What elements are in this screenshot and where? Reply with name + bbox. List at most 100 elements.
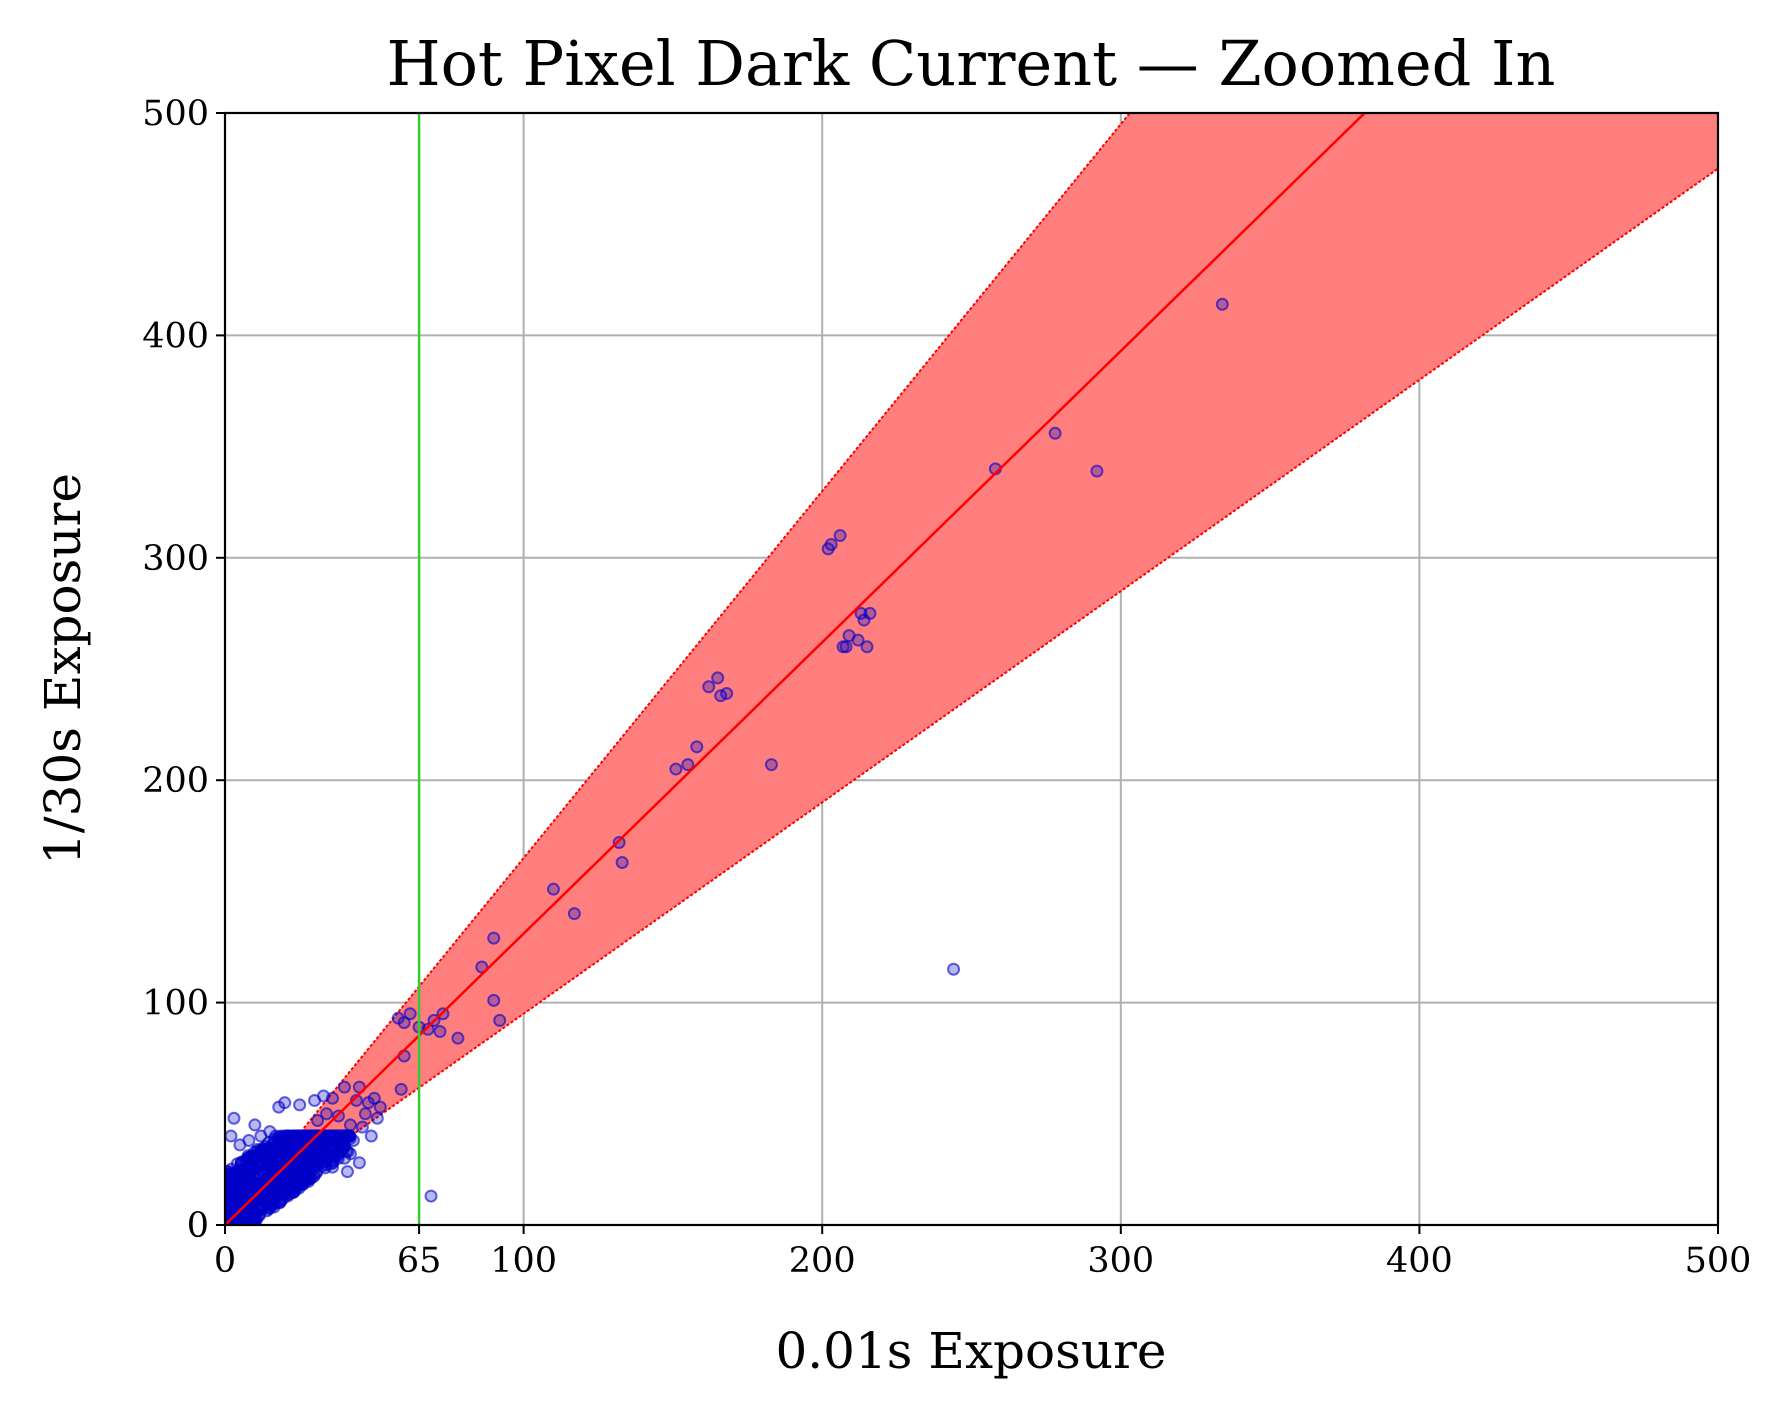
data-point bbox=[248, 1118, 262, 1132]
data-point bbox=[764, 758, 778, 772]
cluster-point bbox=[318, 1129, 332, 1143]
data-point bbox=[242, 1133, 256, 1147]
data-point bbox=[487, 993, 501, 1007]
data-point bbox=[567, 907, 581, 921]
data-point bbox=[615, 855, 629, 869]
data-point bbox=[343, 1118, 357, 1132]
data-point bbox=[361, 1096, 375, 1110]
cluster-point bbox=[242, 1151, 256, 1165]
x-axis-ticks: 0 65 100 200 300 400 500 bbox=[214, 1225, 1752, 1281]
data-point bbox=[272, 1100, 286, 1114]
data-point bbox=[451, 1031, 465, 1045]
data-point bbox=[337, 1080, 351, 1094]
data-point bbox=[824, 537, 838, 551]
data-point bbox=[308, 1093, 322, 1107]
x-axis-label: 0.01s Exposure bbox=[775, 1322, 1166, 1380]
data-point bbox=[612, 835, 626, 849]
data-point bbox=[546, 882, 560, 896]
data-point bbox=[669, 762, 683, 776]
data-point bbox=[690, 740, 704, 754]
data-point bbox=[424, 1189, 438, 1203]
x-tick-label: 300 bbox=[1087, 1241, 1154, 1281]
plot-frame bbox=[223, 111, 1720, 1227]
data-point bbox=[493, 1013, 507, 1027]
y-tick-label: 500 bbox=[142, 94, 209, 134]
data-point bbox=[475, 960, 489, 974]
x-tick-label: 100 bbox=[490, 1241, 557, 1281]
data-point bbox=[343, 1147, 357, 1161]
data-point bbox=[225, 1129, 238, 1143]
data-point bbox=[433, 1025, 447, 1039]
data-point bbox=[1048, 426, 1062, 440]
y-tick-label: 400 bbox=[142, 316, 209, 356]
data-point bbox=[397, 1016, 411, 1030]
x-tick-label: 400 bbox=[1386, 1241, 1453, 1281]
data-point bbox=[355, 1120, 369, 1134]
data-point bbox=[487, 931, 501, 945]
data-point bbox=[1090, 464, 1104, 478]
data-point bbox=[263, 1125, 277, 1139]
data-point bbox=[833, 529, 847, 543]
data-point bbox=[311, 1113, 325, 1127]
y-tick-label: 0 bbox=[187, 1206, 209, 1246]
data-point bbox=[370, 1111, 384, 1125]
y-axis-label: 1/30s Exposure bbox=[34, 473, 92, 865]
y-tick-label: 300 bbox=[142, 539, 209, 579]
data-point bbox=[397, 1049, 411, 1063]
x-tick-label: 0 bbox=[214, 1241, 236, 1281]
data-point bbox=[860, 640, 874, 654]
x-tick-label: 500 bbox=[1685, 1241, 1752, 1281]
cluster-point bbox=[237, 1177, 251, 1191]
data-point bbox=[293, 1098, 307, 1112]
data-point bbox=[720, 686, 734, 700]
y-tick-label: 100 bbox=[142, 984, 209, 1024]
cluster-point bbox=[268, 1136, 282, 1150]
band-lower-boundary bbox=[225, 167, 1718, 1225]
fit-line bbox=[225, 113, 1367, 1225]
data-point bbox=[394, 1082, 408, 1096]
cluster-point bbox=[266, 1180, 280, 1194]
data-point bbox=[839, 640, 853, 654]
cluster-point bbox=[225, 1165, 234, 1179]
cluster-point bbox=[281, 1160, 295, 1174]
data-point bbox=[711, 671, 725, 685]
data-point bbox=[681, 758, 695, 772]
data-point bbox=[1215, 297, 1229, 311]
cluster-point bbox=[302, 1172, 316, 1186]
y-tick-label: 200 bbox=[142, 761, 209, 801]
data-points bbox=[225, 297, 1229, 1203]
cluster-point bbox=[281, 1138, 295, 1152]
chart-title: Hot Pixel Dark Current — Zoomed In bbox=[387, 27, 1556, 100]
data-point bbox=[320, 1107, 334, 1121]
data-point bbox=[947, 962, 961, 976]
x-tick-label: 200 bbox=[789, 1241, 856, 1281]
data-point bbox=[352, 1156, 366, 1170]
data-point bbox=[421, 1022, 435, 1036]
data-point bbox=[358, 1107, 372, 1121]
data-point bbox=[403, 1007, 417, 1021]
x-tick-label: 65 bbox=[397, 1241, 442, 1281]
data-point bbox=[340, 1165, 354, 1179]
cluster-point bbox=[285, 1185, 299, 1199]
data-point bbox=[857, 613, 871, 627]
cluster-point bbox=[227, 1169, 241, 1183]
y-axis-ticks: 0 100 200 300 400 500 bbox=[142, 94, 225, 1246]
cluster-point bbox=[245, 1162, 259, 1176]
cluster-point bbox=[230, 1157, 244, 1171]
tolerance-band bbox=[225, 113, 1718, 1225]
data-point bbox=[702, 680, 716, 694]
data-point bbox=[331, 1129, 345, 1143]
cluster-point bbox=[303, 1158, 317, 1172]
cluster-point bbox=[314, 1142, 328, 1156]
cluster-point bbox=[239, 1186, 253, 1200]
data-point bbox=[373, 1100, 387, 1114]
data-point bbox=[346, 1133, 360, 1147]
data-point bbox=[854, 606, 868, 620]
cluster-point bbox=[254, 1143, 268, 1157]
cluster-point bbox=[273, 1196, 287, 1210]
cluster-point bbox=[284, 1176, 298, 1190]
cluster-point bbox=[301, 1129, 315, 1143]
data-point bbox=[842, 629, 856, 643]
data-point bbox=[364, 1129, 378, 1143]
